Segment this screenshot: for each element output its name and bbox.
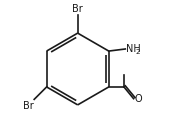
Text: NH: NH bbox=[126, 44, 141, 54]
Text: O: O bbox=[135, 94, 143, 104]
Text: Br: Br bbox=[72, 4, 83, 14]
Text: 2: 2 bbox=[135, 49, 140, 55]
Text: Br: Br bbox=[23, 101, 34, 111]
